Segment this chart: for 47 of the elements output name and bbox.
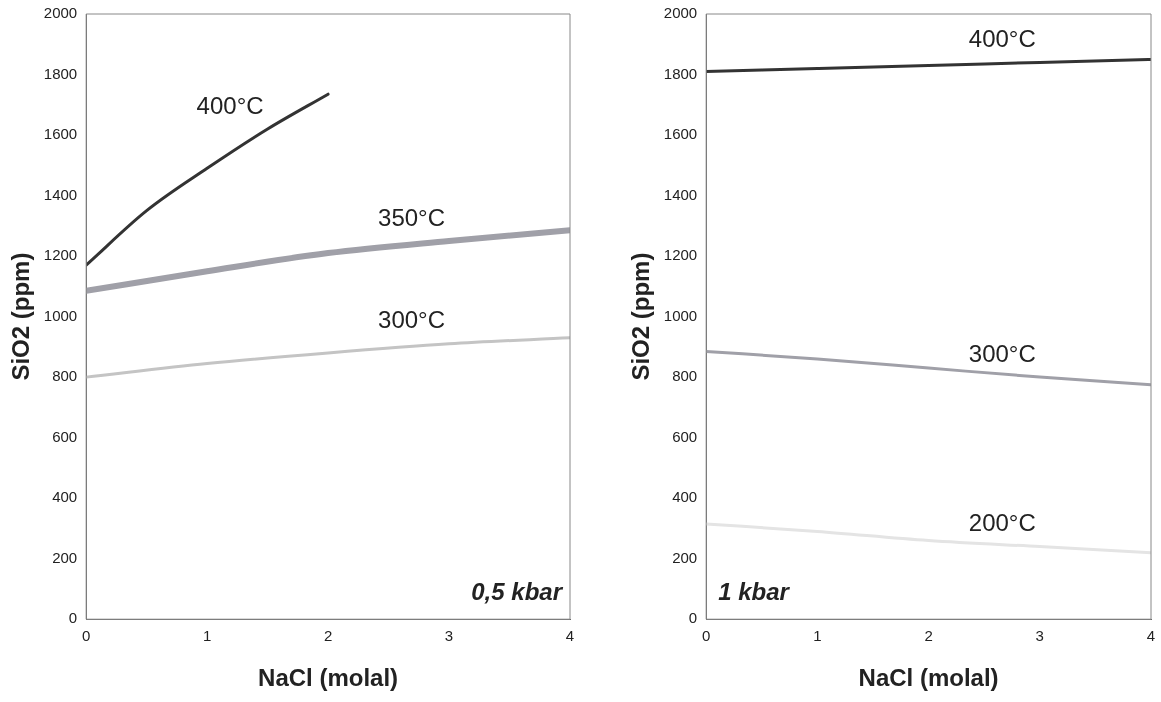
y-tick-label: 1000 <box>43 306 78 324</box>
y-tick-label: 2000 <box>663 4 698 22</box>
x-tick-label: 1 <box>202 627 212 645</box>
x-tick-label: 3 <box>444 627 454 645</box>
y-tick-label: 0 <box>68 609 78 627</box>
y-tick-label: 800 <box>672 367 698 385</box>
y-axis-title: SiO2 (ppm) <box>627 252 655 381</box>
y-tick-label: 600 <box>52 427 78 445</box>
x-tick-label: 3 <box>1035 627 1044 645</box>
y-tick-label: 800 <box>52 367 78 385</box>
line-series <box>86 92 330 267</box>
annotation: 1 kbar <box>718 577 791 605</box>
y-tick-label: 400 <box>52 488 78 506</box>
x-axis-title: NaCl (molal) <box>858 664 999 692</box>
series-label: 400°C <box>968 25 1036 53</box>
series-label: 400°C <box>196 91 264 119</box>
y-tick-label: 0 <box>688 609 698 627</box>
x-tick-label: 2 <box>924 627 933 645</box>
x-tick-label: 1 <box>813 627 822 645</box>
line-series <box>86 336 570 379</box>
x-tick-label: 4 <box>565 627 575 645</box>
y-tick-label: 1400 <box>663 185 698 203</box>
x-tick-label: 0 <box>702 627 711 645</box>
y-tick-label: 1600 <box>663 125 698 143</box>
x-tick-label: 0 <box>82 627 91 645</box>
y-tick-label: 1000 <box>663 306 698 324</box>
series-label: 350°C <box>378 203 446 231</box>
y-tick-label: 1200 <box>43 246 78 264</box>
series-label: 300°C <box>378 306 446 334</box>
y-tick-label: 1200 <box>663 246 698 264</box>
y-tick-label: 400 <box>672 488 698 506</box>
y-tick-label: 1600 <box>43 125 78 143</box>
line-series <box>706 57 1151 73</box>
y-tick-label: 200 <box>672 548 698 566</box>
y-tick-label: 1800 <box>43 64 78 82</box>
y-tick-label: 600 <box>672 427 698 445</box>
x-tick-label: 2 <box>323 627 333 645</box>
y-tick-label: 1800 <box>663 64 698 82</box>
series-label: 300°C <box>968 339 1036 367</box>
y-tick-label: 1400 <box>43 185 78 203</box>
x-tick-label: 4 <box>1146 627 1156 645</box>
annotation: 0,5 kbar <box>471 577 564 605</box>
y-tick-label: 200 <box>52 548 78 566</box>
y-axis-title: SiO2 (ppm) <box>7 252 35 381</box>
x-axis-title: NaCl (molal) <box>258 664 399 692</box>
y-tick-label: 2000 <box>43 4 78 22</box>
series-label: 200°C <box>968 509 1036 537</box>
